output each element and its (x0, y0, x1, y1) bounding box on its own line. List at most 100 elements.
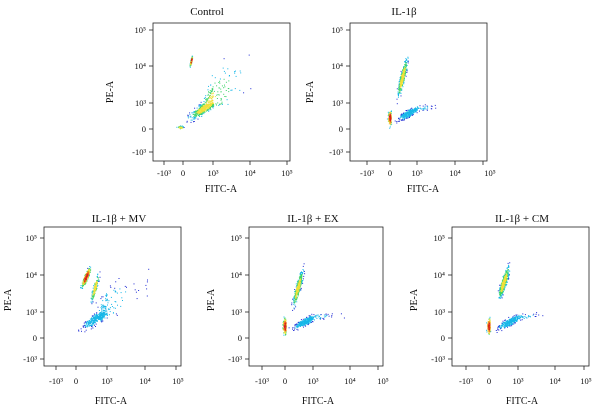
event-dot (83, 325, 85, 327)
event-dot (87, 273, 89, 275)
event-dot (399, 88, 401, 90)
event-dot (302, 269, 304, 270)
x-tick-label: 10⁴ (549, 376, 561, 386)
event-dot (508, 266, 510, 268)
event-dot (205, 104, 207, 106)
event-dot (501, 293, 503, 295)
event-dot (99, 315, 101, 317)
event-dot (504, 279, 506, 281)
event-dot (501, 284, 503, 286)
event-dot (204, 104, 206, 106)
scatter-points (486, 262, 544, 335)
panel-title: IL-1β + CM (495, 213, 549, 225)
event-dot (407, 117, 409, 119)
event-dot (403, 119, 405, 120)
event-dot (503, 277, 505, 279)
event-dot (91, 295, 93, 297)
event-dot (517, 316, 519, 318)
event-dot (431, 105, 433, 107)
event-dot (300, 280, 302, 282)
event-dot (307, 322, 309, 324)
event-dot (510, 322, 512, 324)
event-dot (283, 316, 285, 318)
event-dot (405, 69, 407, 71)
event-dot (212, 93, 214, 95)
event-dot (402, 118, 403, 120)
event-dot (301, 322, 303, 324)
event-dot (81, 330, 82, 332)
event-dot (406, 113, 408, 115)
event-dot (221, 85, 223, 87)
event-dot (296, 324, 298, 326)
event-dot (113, 307, 115, 309)
event-dot (200, 101, 202, 103)
event-dot (210, 101, 212, 102)
event-dot (507, 321, 509, 322)
event-dot (213, 106, 215, 107)
event-dot (295, 326, 297, 328)
event-dot (509, 270, 511, 272)
event-dot (204, 103, 206, 105)
event-dot (299, 273, 301, 275)
event-dot (505, 322, 507, 324)
event-dot (419, 105, 421, 107)
plot-frame (43, 226, 182, 367)
event-dot (499, 293, 501, 295)
event-dot (102, 316, 104, 318)
event-dot (502, 320, 504, 322)
event-dot (487, 330, 489, 332)
event-dot (193, 111, 195, 113)
event-dot (296, 290, 298, 292)
event-dot (402, 80, 404, 82)
event-dot (308, 319, 310, 321)
event-dot (514, 318, 516, 320)
event-dot (298, 291, 300, 293)
event-dot (214, 77, 216, 79)
event-dot (409, 114, 411, 116)
event-dot (84, 327, 86, 328)
event-dot (511, 322, 513, 323)
event-dot (399, 77, 401, 79)
x-tick-label: 10⁵ (172, 376, 184, 386)
event-dot (285, 321, 286, 323)
event-dot (106, 300, 108, 302)
event-dot (90, 297, 92, 299)
plot-frame (451, 226, 590, 367)
y-tick-label: -10³ (431, 354, 445, 364)
event-dot (223, 87, 225, 89)
y-tick-label: 10⁴ (434, 270, 446, 280)
event-dot (306, 320, 308, 322)
event-dot (535, 316, 537, 317)
event-dot (398, 88, 400, 89)
event-dot (402, 78, 404, 80)
y-tick-label: 0 (33, 333, 37, 343)
event-dot (284, 320, 286, 322)
y-tick-label: 10⁴ (332, 61, 344, 71)
event-dot (501, 290, 503, 292)
event-dot (296, 284, 298, 286)
event-dot (400, 74, 402, 76)
event-dot (297, 324, 299, 326)
event-dot (298, 280, 300, 282)
event-dot (507, 277, 509, 279)
event-dot (296, 294, 298, 295)
x-tick-label: 10³ (512, 376, 524, 386)
event-dot (515, 317, 517, 318)
event-dot (427, 107, 429, 109)
event-dot (207, 107, 209, 109)
event-dot (100, 311, 102, 313)
event-dot (297, 294, 299, 296)
event-dot (401, 72, 403, 74)
event-dot (401, 89, 403, 91)
event-dot (505, 279, 507, 281)
x-tick-label: 0 (283, 376, 287, 386)
event-dot (84, 274, 86, 275)
event-dot (207, 89, 209, 91)
event-dot (389, 111, 391, 113)
event-dot (501, 289, 503, 290)
event-dot (299, 282, 301, 284)
event-dot (505, 269, 507, 271)
event-dot (409, 115, 411, 117)
event-dot (404, 61, 406, 63)
event-dot (488, 327, 490, 329)
